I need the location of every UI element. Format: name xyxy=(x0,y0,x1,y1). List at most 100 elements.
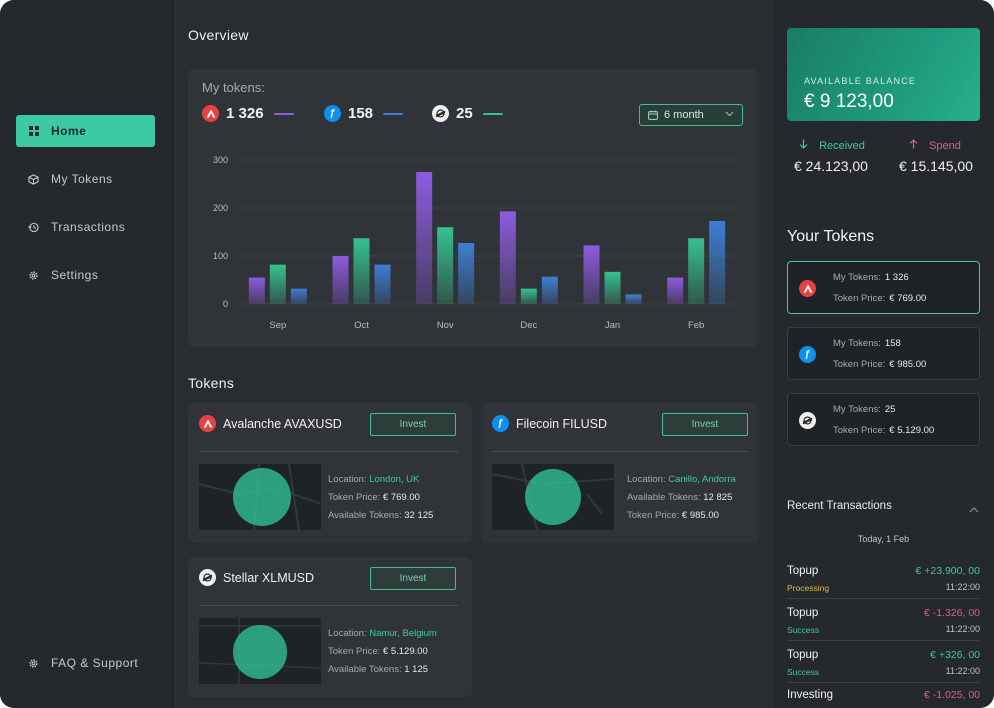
token-name: Avalanche AVAXUSD xyxy=(223,416,342,431)
divider xyxy=(787,682,980,683)
price-value: € 5.129.00 xyxy=(889,425,935,436)
token-card-title: ƒ Filecoin FILUSD xyxy=(492,415,607,432)
price-value: € 769.00 xyxy=(382,492,420,503)
summary-stellar: 25 xyxy=(432,105,503,122)
stellar-icon xyxy=(432,105,449,122)
location-label: Location: xyxy=(328,474,367,485)
tokens-value: 1 326 xyxy=(884,272,909,283)
sidebar-item-my-tokens[interactable]: My Tokens xyxy=(16,163,155,195)
sidebar-item-home[interactable]: Home xyxy=(16,115,155,147)
bar-feb-0[interactable] xyxy=(667,277,684,304)
invest-button[interactable]: Invest xyxy=(662,413,748,436)
token-bar-chart: 300 200 100 0 Sep Oct Nov Dec Jan Feb xyxy=(213,155,738,331)
tokens-value: 158 xyxy=(884,338,901,349)
location-map[interactable] xyxy=(199,618,321,684)
token-name: Filecoin FILUSD xyxy=(516,416,607,431)
location-map[interactable] xyxy=(492,464,614,530)
received-label-group: Received xyxy=(799,139,865,152)
bar-dec-2[interactable] xyxy=(541,276,558,304)
spend-label: Spend xyxy=(929,140,961,152)
chevron-up-icon[interactable] xyxy=(969,501,979,519)
your-token-stellar[interactable]: My Tokens: 25 Token Price: € 5.129.00 xyxy=(787,393,980,446)
tokens-label: My Tokens: xyxy=(833,338,881,349)
bar-nov-2[interactable] xyxy=(458,243,475,304)
overview-title: Overview xyxy=(188,27,249,43)
bar-jan-0[interactable] xyxy=(583,245,600,304)
spend-label-group: Spend xyxy=(909,139,961,152)
x-tick-label: Feb xyxy=(688,320,704,331)
divider xyxy=(199,605,458,606)
sidebar-item-label: My Tokens xyxy=(51,172,113,186)
chevron-down-icon xyxy=(725,109,734,120)
bar-sep-1[interactable] xyxy=(269,264,286,304)
transaction-status: Success xyxy=(787,667,820,677)
transaction-status: Success xyxy=(787,625,820,635)
sidebar-item-settings[interactable]: Settings xyxy=(16,259,155,291)
summary-avalanche: 1 326 xyxy=(202,105,294,122)
recent-transactions-title: Recent Transactions xyxy=(787,500,892,512)
bar-feb-1[interactable] xyxy=(688,238,705,304)
bar-oct-0[interactable] xyxy=(332,256,349,304)
y-tick-label: 300 xyxy=(213,155,228,165)
bar-jan-1[interactable] xyxy=(604,271,621,304)
y-tick-label: 200 xyxy=(213,203,228,213)
invest-button[interactable]: Invest xyxy=(370,413,456,436)
bar-jan-2[interactable] xyxy=(625,294,642,304)
bar-sep-0[interactable] xyxy=(248,277,265,304)
x-tick-label: Nov xyxy=(437,320,454,331)
sidebar: Home My Tokens Transactions Settings FAQ… xyxy=(0,0,173,708)
token-card-stellar: Stellar XLMUSD Invest Location: Namur, B… xyxy=(188,557,472,697)
period-select[interactable]: 6 month xyxy=(639,104,743,126)
history-icon xyxy=(28,222,39,233)
price-label: Token Price: xyxy=(627,510,680,521)
bar-nov-1[interactable] xyxy=(437,227,454,304)
price-label: Token Price: xyxy=(833,359,886,370)
y-tick-label: 100 xyxy=(213,251,228,261)
transaction-status: Processing xyxy=(787,583,830,593)
transaction-amount: € +326, 00 xyxy=(930,649,980,661)
bar-oct-2[interactable] xyxy=(374,264,391,304)
bar-feb-2[interactable] xyxy=(709,220,726,304)
your-token-filecoin[interactable]: ƒ My Tokens: 158 Token Price: € 985.00 xyxy=(787,327,980,380)
bar-dec-0[interactable] xyxy=(499,211,516,304)
filecoin-icon: ƒ xyxy=(799,346,816,363)
price-label: Token Price: xyxy=(833,425,886,436)
bar-sep-2[interactable] xyxy=(290,288,307,304)
legend-line xyxy=(482,112,503,115)
sidebar-item-transactions[interactable]: Transactions xyxy=(16,211,155,243)
bar-dec-1[interactable] xyxy=(520,288,537,304)
token-card-avalanche: Avalanche AVAXUSD Invest Location: Londo… xyxy=(188,403,472,543)
price-value: € 985.00 xyxy=(681,510,719,521)
summary-value: 1 326 xyxy=(226,105,264,122)
tokens-label: My Tokens: xyxy=(833,404,881,415)
transaction-time: 11:22:00 xyxy=(945,666,980,676)
token-card-filecoin: ƒ Filecoin FILUSD Invest Location: Canil… xyxy=(481,403,759,543)
balance-card: AVAILABLE BALANCE € 9 123,00 xyxy=(787,28,980,121)
token-card-title: Stellar XLMUSD xyxy=(199,569,314,586)
transaction-amount: € -1.326, 00 xyxy=(923,607,980,619)
period-value: 6 month xyxy=(664,109,704,121)
received-label: Received xyxy=(819,140,865,152)
transaction-name: Topup xyxy=(787,565,819,577)
bar-oct-1[interactable] xyxy=(353,238,370,304)
location-label: Location: xyxy=(627,474,666,485)
token-card-title: Avalanche AVAXUSD xyxy=(199,415,342,432)
legend-line xyxy=(273,112,294,115)
available-value: 32 125 xyxy=(404,510,434,521)
transaction-amount: € +23.900, 00 xyxy=(915,565,980,577)
balance-label: AVAILABLE BALANCE xyxy=(804,76,917,86)
sidebar-item-faq-support[interactable]: FAQ & Support xyxy=(16,647,155,679)
legend-line xyxy=(383,112,404,115)
token-details: Location: Canillo, Andorra Available Tok… xyxy=(627,471,736,525)
transaction-amount: € -1.025, 00 xyxy=(923,689,980,701)
your-token-avalanche[interactable]: My Tokens: 1 326 Token Price: € 769.00 xyxy=(787,261,980,314)
my-tokens-label: My tokens: xyxy=(202,80,265,95)
invest-button[interactable]: Invest xyxy=(370,567,456,590)
right-panel: AVAILABLE BALANCE € 9 123,00 Received € … xyxy=(773,0,994,708)
available-value: 1 125 xyxy=(404,664,429,675)
token-details: Location: London, UK Token Price: € 769.… xyxy=(328,471,433,525)
location-map[interactable] xyxy=(199,464,321,530)
spend-amount: € 15.145,00 xyxy=(899,158,973,174)
divider xyxy=(199,451,458,452)
bar-nov-0[interactable] xyxy=(416,172,433,304)
